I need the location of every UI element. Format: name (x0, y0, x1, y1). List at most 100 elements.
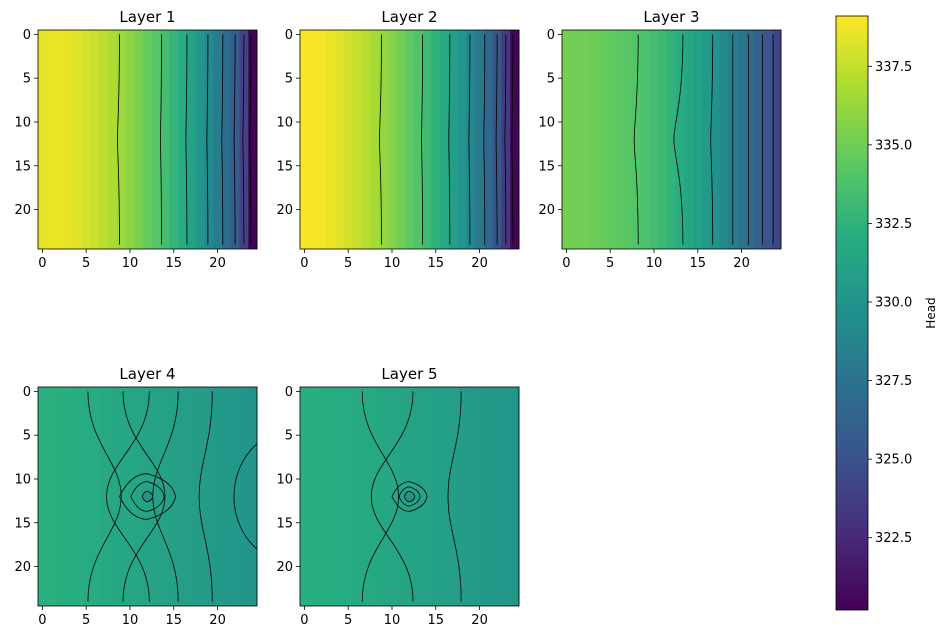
panel-5-cell-col-0 (300, 387, 310, 606)
panel-5-cell-col-16 (440, 387, 450, 606)
panel-5-ytick-label-0: 0 (285, 385, 293, 400)
panel-1-contour-4 (221, 34, 224, 245)
panel-4-ytick-label-4: 20 (14, 560, 31, 575)
panel-3-cell-col-24 (772, 30, 782, 249)
panel-2-ytick-label-3: 15 (276, 159, 293, 174)
colorbar-frame (835, 15, 869, 611)
panel-1-cell-col-8 (108, 30, 118, 249)
panel-2-cell-col-17 (448, 30, 459, 249)
panel-3-cell-col-13 (675, 30, 686, 249)
panel-3-cells (562, 30, 782, 249)
panel-3-cell-col-8 (632, 30, 642, 249)
panel-3-xtick-label-1: 5 (606, 256, 614, 271)
panel-5-contour-1 (370, 391, 414, 602)
panel-1-cell-col-15 (169, 30, 179, 249)
panel-1-cell-col-5 (81, 30, 91, 249)
colorbar-tick-label-0: 322.5 (875, 531, 912, 546)
panel-1-cell-col-4 (73, 30, 83, 249)
panel-1-contour-2 (185, 34, 188, 245)
panel-1-cell-col-22 (230, 30, 240, 249)
panel-3-cell-col-7 (623, 30, 633, 249)
panel-2-xtick-label-1: 5 (344, 256, 352, 271)
panel-3-xtick-label-4: 20 (733, 256, 750, 271)
panel-4-cell-col-1 (46, 387, 56, 606)
panel-2-cell-col-6 (352, 30, 362, 249)
panel-2-cell-col-22 (492, 30, 502, 249)
panel-4: Layer 4 0 5 10 15 20 0 5 10 15 20 (14, 365, 258, 628)
panel-5-cell-col-3 (326, 387, 336, 606)
panel-2-contour-6 (504, 34, 507, 245)
panel-5-xtick-label-3: 15 (428, 613, 445, 628)
panel-4-well-cell (143, 492, 152, 501)
panel-5-title: Layer 5 (381, 365, 437, 383)
panel-4-ytick-label-1: 5 (23, 429, 31, 444)
panel-1-cell-col-24 (248, 30, 258, 249)
panel-4-cell-col-13 (151, 387, 162, 606)
panel-3-contour-0 (633, 34, 639, 245)
panel-3-cell-col-14 (684, 30, 694, 249)
panel-3-cell-col-15 (693, 30, 703, 249)
panel-1-cell-col-18 (195, 30, 205, 249)
panel-4-contour-2 (106, 391, 150, 602)
panel-5-ytick-label-1: 5 (285, 429, 293, 444)
panel-5-cell-col-5 (343, 387, 353, 606)
panel-3-ticks: 0 5 10 15 20 0 5 10 15 20 (538, 28, 749, 271)
panel-2-xtick-label-3: 15 (428, 256, 445, 271)
panel-4-cell-col-4 (73, 387, 83, 606)
panel-1-contour-6 (242, 34, 245, 245)
panel-3-frame (561, 29, 782, 250)
panel-4-cell-col-24 (248, 387, 258, 606)
panel-3-contour-1 (673, 34, 684, 245)
panel-4-well-contour-2 (141, 490, 154, 503)
panel-5-well-contour-1 (398, 486, 421, 507)
panel-5-xtick-label-0: 0 (300, 613, 308, 628)
panel-3-cell-col-3 (588, 30, 598, 249)
panel-2-cell-col-9 (378, 30, 388, 249)
panel-1-xtick-label-2: 10 (122, 256, 139, 271)
panel-3-cell-col-0 (562, 30, 572, 249)
panel-5-cells (300, 387, 520, 606)
panel-4-cell-col-19 (204, 387, 214, 606)
panel-1-cell-col-10 (125, 30, 135, 249)
panel-3-contour-2 (710, 34, 714, 245)
panel-4-cell-col-23 (239, 387, 249, 606)
panel-2-cell-col-20 (475, 30, 485, 249)
panel-1-ytick-label-1: 5 (23, 72, 31, 87)
panel-4-xtick-label-4: 20 (209, 613, 226, 628)
panel-1-cell-col-11 (134, 30, 144, 249)
panel-2-ytick-label-0: 0 (285, 28, 293, 43)
panel-3-cell-col-18 (719, 30, 729, 249)
panel-2-cell-col-23 (501, 30, 511, 249)
panel-5-well-contour-2 (403, 490, 416, 503)
panel-5-cell-col-15 (431, 387, 441, 606)
panel-1-ytick-label-0: 0 (23, 28, 31, 43)
panel-1-cell-col-13 (151, 30, 162, 249)
panel-1-xtick-label-1: 5 (82, 256, 90, 271)
panel-4-title: Layer 4 (119, 365, 175, 383)
panel-2-contours (379, 34, 514, 245)
panel-1-cell-col-23 (239, 30, 249, 249)
panel-4-ticks: 0 5 10 15 20 0 5 10 15 20 (14, 385, 225, 628)
panel-1-ticks: 0 5 10 15 20 0 5 10 15 20 (14, 28, 225, 271)
panel-2-ytick-label-2: 10 (276, 115, 293, 130)
panel-3-xtick-label-2: 10 (646, 256, 663, 271)
panel-5-cell-col-8 (370, 387, 380, 606)
panel-4-contour-edge (233, 443, 258, 550)
panel-2-contour-3 (468, 34, 471, 245)
panel-5-ytick-label-4: 20 (276, 560, 293, 575)
colorbar-tick-label-6: 337.5 (875, 60, 912, 75)
panel-1-cell-col-1 (46, 30, 56, 249)
panel-5-xtick-label-2: 10 (384, 613, 401, 628)
panel-1-cell-col-9 (116, 30, 126, 249)
panel-4-cell-col-6 (90, 387, 100, 606)
panel-5-cell-col-1 (308, 387, 318, 606)
panel-2-xtick-label-4: 20 (471, 256, 488, 271)
panel-3-cell-col-9 (640, 30, 650, 249)
panel-2-contour-0 (379, 34, 382, 245)
panel-4-cell-col-11 (134, 387, 144, 606)
panel-1-contour-7 (249, 34, 252, 245)
panel-2-cell-col-21 (483, 30, 494, 249)
panel-1-xtick-label-3: 15 (166, 256, 183, 271)
panel-4-contours (87, 391, 258, 602)
panel-1-cell-col-6 (90, 30, 100, 249)
